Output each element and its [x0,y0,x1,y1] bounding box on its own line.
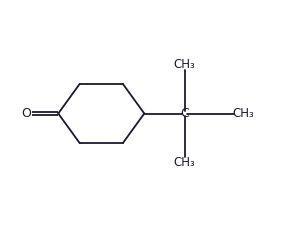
Text: CH₃: CH₃ [232,107,254,120]
Text: C: C [180,107,189,120]
Text: CH₃: CH₃ [174,58,195,71]
Text: CH₃: CH₃ [174,156,195,169]
Text: O: O [22,107,31,120]
